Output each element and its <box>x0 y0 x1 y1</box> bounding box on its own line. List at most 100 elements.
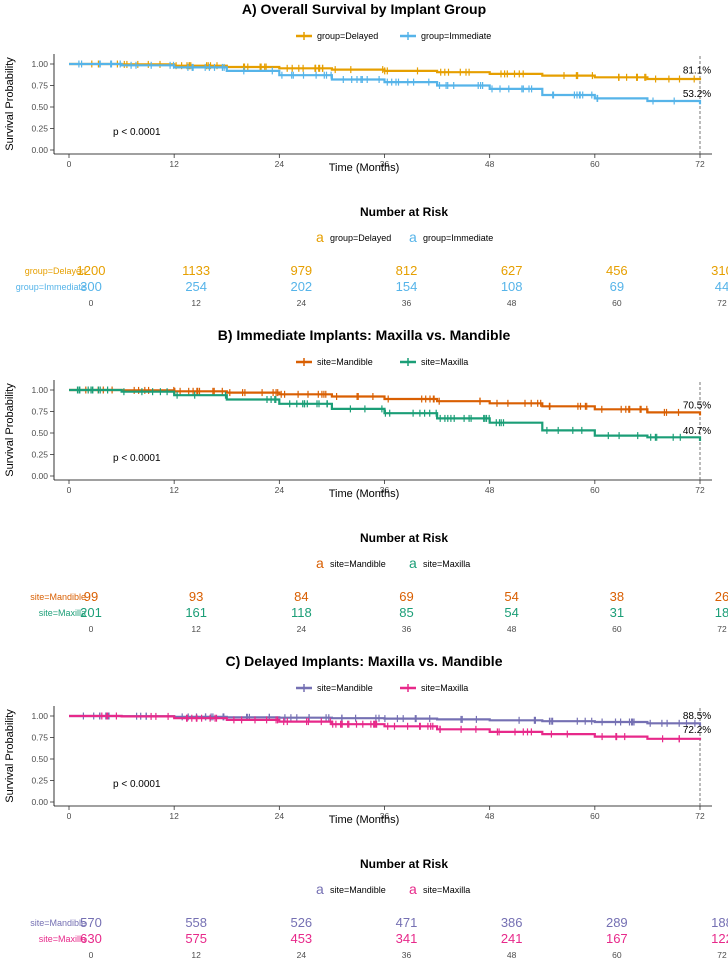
risk-count: 69 <box>399 589 413 604</box>
x-tick-label: 36 <box>380 485 390 495</box>
risk-count: 201 <box>80 605 102 620</box>
y-tick-label: 0.00 <box>31 797 48 807</box>
p-value-text: p < 0.0001 <box>113 453 161 464</box>
y-tick-label: 0.50 <box>31 428 48 438</box>
risk-count: 85 <box>399 605 413 620</box>
risk-count: 1200 <box>77 263 106 278</box>
chart-panel-a: A) Overall Survival by Implant Group grou… <box>4 1 728 308</box>
risk-count: 84 <box>294 589 308 604</box>
risk-legend-label: site=Mandible <box>330 885 386 895</box>
risk-count: 167 <box>606 931 628 946</box>
x-tick-label: 12 <box>169 811 179 821</box>
risk-count: 69 <box>610 279 624 294</box>
risk-time-label: 36 <box>402 624 412 634</box>
x-tick-label: 36 <box>380 159 390 169</box>
risk-time-label: 60 <box>612 624 622 634</box>
legend-item: group=Delayed <box>296 31 378 41</box>
end-value-label: 88.5% <box>683 711 711 722</box>
x-tick-label: 0 <box>67 159 72 169</box>
x-axis-label: Time (Months) <box>329 814 400 826</box>
survival-curve <box>69 388 702 441</box>
chart-panel-c: C) Delayed Implants: Maxilla vs. Mandibl… <box>4 653 728 960</box>
legend-label: site=Maxilla <box>421 683 468 693</box>
risk-count: 386 <box>501 915 523 930</box>
x-tick-label: 72 <box>695 159 705 169</box>
risk-table-title: Number at Risk <box>360 857 448 871</box>
risk-count: 26 <box>715 589 728 604</box>
chart-title: C) Delayed Implants: Maxilla vs. Mandibl… <box>226 653 503 669</box>
risk-time-label: 36 <box>402 298 412 308</box>
y-axis-label: Survival Probability <box>4 383 16 477</box>
y-tick-label: 0.25 <box>31 450 48 460</box>
risk-time-label: 0 <box>89 950 94 960</box>
risk-count: 254 <box>185 279 207 294</box>
end-value-label: 40.7% <box>683 426 711 437</box>
risk-time-label: 72 <box>717 298 727 308</box>
legend-item: site=Mandible <box>296 357 373 367</box>
chart-title: A) Overall Survival by Implant Group <box>242 1 486 17</box>
risk-legend-glyph: a <box>316 229 324 245</box>
risk-time-label: 60 <box>612 298 622 308</box>
risk-row-label: site=Mandible <box>30 592 86 602</box>
risk-row-label: site=Maxilla <box>39 934 86 944</box>
x-tick-label: 12 <box>169 485 179 495</box>
risk-count: 118 <box>291 605 312 620</box>
risk-count: 300 <box>80 279 102 294</box>
end-value-label: 81.1% <box>683 65 711 76</box>
x-tick-label: 48 <box>485 159 495 169</box>
x-axis-label: Time (Months) <box>329 162 400 174</box>
risk-count: 44 <box>715 279 728 294</box>
risk-time-label: 0 <box>89 624 94 634</box>
x-tick-label: 60 <box>590 159 600 169</box>
risk-count: 54 <box>504 605 518 620</box>
risk-count: 38 <box>610 589 624 604</box>
risk-time-label: 24 <box>297 624 307 634</box>
legend-label: site=Maxilla <box>421 357 468 367</box>
risk-count: 18 <box>715 605 728 620</box>
legend-item: site=Maxilla <box>400 357 468 367</box>
y-tick-label: 0.25 <box>31 776 48 786</box>
x-tick-label: 72 <box>695 485 705 495</box>
y-axis-label: Survival Probability <box>4 709 16 803</box>
x-tick-label: 60 <box>590 811 600 821</box>
risk-count: 241 <box>501 931 523 946</box>
x-tick-label: 36 <box>380 811 390 821</box>
risk-time-label: 24 <box>297 298 307 308</box>
risk-legend-glyph: a <box>316 881 324 897</box>
series-2: 72.2% <box>69 712 711 743</box>
legend-label: group=Delayed <box>317 31 378 41</box>
risk-count: 627 <box>501 263 523 278</box>
risk-legend-label: group=Immediate <box>423 233 493 243</box>
risk-count: 161 <box>185 605 207 620</box>
y-tick-label: 0.00 <box>31 145 48 155</box>
risk-table: Number at Risk a site=Mandible a site=Maxill… <box>30 531 728 634</box>
x-tick-label: 48 <box>485 811 495 821</box>
risk-time-label: 12 <box>191 298 201 308</box>
survival-curve <box>69 714 702 740</box>
risk-count: 630 <box>80 931 102 946</box>
risk-time-label: 24 <box>297 950 307 960</box>
chart-legend: group=Delayed group=Immediate <box>296 31 491 41</box>
risk-count: 310 <box>711 263 728 278</box>
x-tick-label: 72 <box>695 811 705 821</box>
risk-time-label: 36 <box>402 950 412 960</box>
series-2: 40.7% <box>69 386 711 441</box>
risk-legend-label: site=Mandible <box>330 559 386 569</box>
y-tick-label: 0.25 <box>31 124 48 134</box>
x-tick-label: 0 <box>67 485 72 495</box>
risk-table: Number at Risk a site=Mandible a site=Maxill… <box>30 857 728 960</box>
legend-label: group=Immediate <box>421 31 491 41</box>
x-tick-label: 24 <box>275 485 285 495</box>
risk-count: 1133 <box>182 263 210 278</box>
risk-legend-glyph: a <box>409 555 417 571</box>
risk-count: 341 <box>396 931 418 946</box>
risk-count: 93 <box>189 589 203 604</box>
y-tick-label: 0.75 <box>31 81 48 91</box>
y-tick-label: 0.75 <box>31 407 48 417</box>
p-value-text: p < 0.0001 <box>113 779 161 790</box>
x-tick-label: 24 <box>275 159 285 169</box>
risk-legend-label: site=Maxilla <box>423 559 470 569</box>
risk-count: 154 <box>396 279 418 294</box>
chart-title: B) Immediate Implants: Maxilla vs. Mandi… <box>218 327 511 343</box>
risk-time-label: 12 <box>191 624 201 634</box>
